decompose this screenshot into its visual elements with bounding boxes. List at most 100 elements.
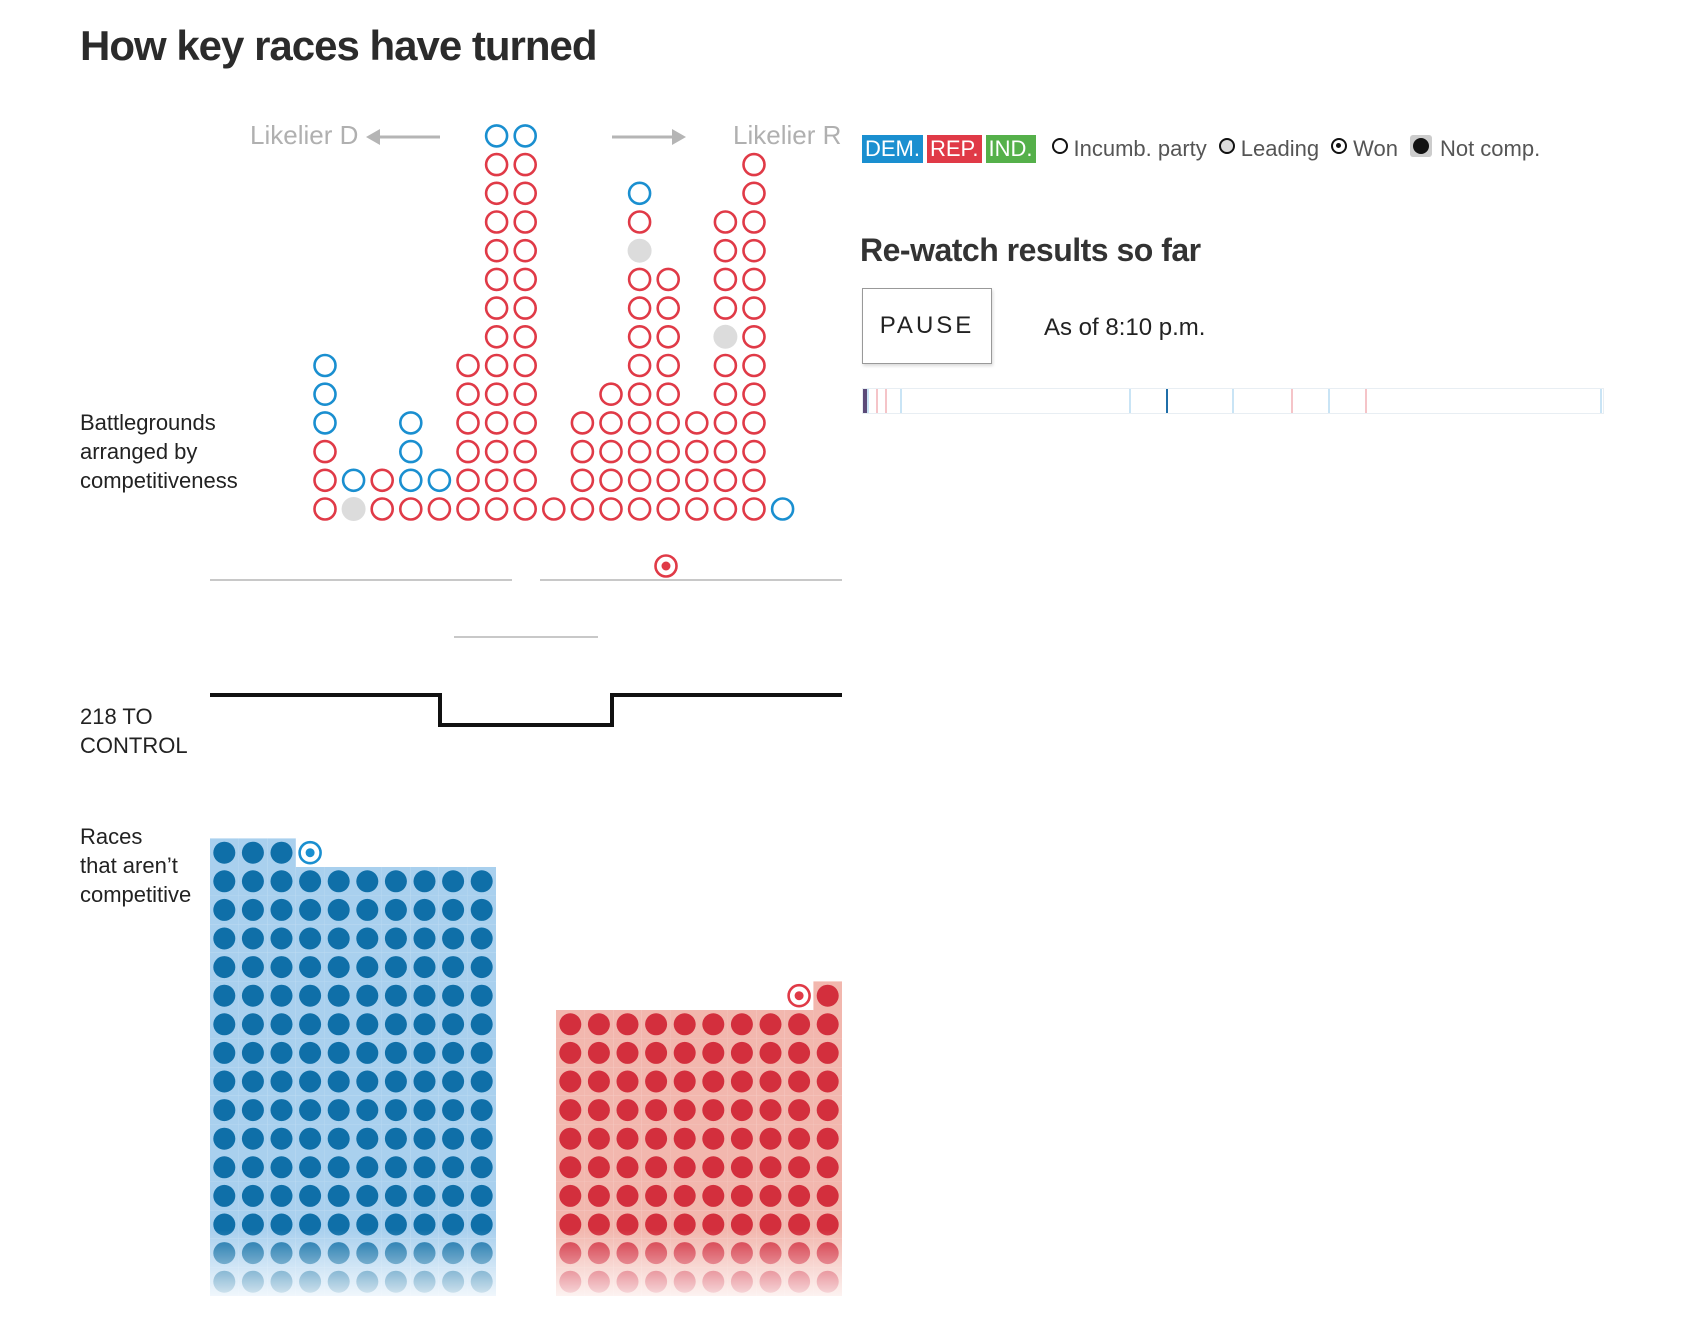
rep-race-dot[interactable] (313, 468, 337, 493)
rep-race-dot[interactable] (742, 497, 766, 521)
dem-race-dot[interactable] (398, 468, 423, 493)
rep-race-dot[interactable] (713, 439, 738, 464)
rep-race-dot[interactable] (627, 267, 652, 292)
rep-race-dot[interactable] (627, 324, 652, 349)
rep-race-dot[interactable] (484, 411, 509, 435)
dem-race-dot[interactable] (313, 411, 337, 435)
rep-race-dot[interactable] (484, 210, 509, 234)
rep-race-dot[interactable] (627, 210, 652, 234)
leading-race-dot[interactable] (627, 238, 652, 263)
rep-race-dot[interactable] (713, 411, 738, 435)
rep-race-dot[interactable] (513, 267, 538, 292)
rep-race-dot[interactable] (656, 468, 681, 493)
rep-race-dot[interactable] (627, 439, 652, 464)
rep-race-dot[interactable] (370, 497, 395, 521)
rep-race-dot[interactable] (313, 439, 337, 464)
rep-race-dot[interactable] (570, 497, 595, 521)
rep-race-dot[interactable] (513, 238, 538, 263)
dem-race-dot[interactable] (513, 124, 538, 148)
dem-race-dot[interactable] (398, 439, 423, 464)
rep-race-dot[interactable] (484, 238, 509, 263)
rep-race-dot[interactable] (456, 439, 480, 464)
rep-race-dot[interactable] (656, 439, 681, 464)
results-timeline-scrubber[interactable] (862, 388, 1604, 414)
rep-race-dot[interactable] (456, 353, 480, 378)
dem-race-dot[interactable] (484, 124, 509, 148)
rep-race-dot[interactable] (656, 324, 681, 349)
rep-race-dot[interactable] (684, 439, 709, 464)
dem-race-dot[interactable] (427, 468, 452, 493)
rep-race-dot[interactable] (742, 468, 766, 493)
rep-race-dot[interactable] (484, 296, 509, 320)
rep-race-dot[interactable] (742, 296, 766, 320)
rep-race-dot[interactable] (656, 267, 681, 292)
rep-race-dot[interactable] (742, 411, 766, 435)
rep-race-dot[interactable] (313, 497, 337, 521)
rep-race-dot[interactable] (599, 497, 623, 521)
rep-race-dot[interactable] (456, 411, 480, 435)
rep-race-dot[interactable] (742, 238, 766, 263)
rep-race-dot[interactable] (513, 181, 538, 206)
rep-race-dot[interactable] (684, 468, 709, 493)
rep-race-dot[interactable] (713, 210, 738, 234)
rep-race-dot[interactable] (713, 382, 738, 407)
rep-race-dot[interactable] (656, 382, 681, 407)
rep-race-dot[interactable] (656, 296, 681, 320)
rep-race-dot[interactable] (742, 181, 766, 206)
rep-race-dot[interactable] (484, 353, 509, 378)
leading-race-dot[interactable] (341, 497, 366, 521)
rep-race-dot[interactable] (599, 382, 623, 407)
pause-button[interactable]: PAUSE (862, 288, 992, 364)
rep-race-dot[interactable] (627, 353, 652, 378)
rep-race-dot[interactable] (513, 468, 538, 493)
dem-race-dot[interactable] (398, 411, 423, 435)
rep-race-dot[interactable] (713, 497, 738, 521)
rep-race-dot[interactable] (627, 468, 652, 493)
rep-race-dot[interactable] (656, 411, 681, 435)
rep-race-dot[interactable] (398, 497, 423, 521)
rep-race-dot[interactable] (713, 238, 738, 263)
rep-race-dot[interactable] (713, 296, 738, 320)
rep-race-dot[interactable] (599, 468, 623, 493)
dem-race-dot[interactable] (341, 468, 366, 493)
rep-race-dot[interactable] (456, 497, 480, 521)
rep-race-dot[interactable] (370, 468, 395, 493)
rep-race-dot[interactable] (599, 411, 623, 435)
dem-race-dot[interactable] (313, 382, 337, 407)
rep-race-dot[interactable] (484, 267, 509, 292)
rep-race-dot[interactable] (484, 382, 509, 407)
rep-race-dot[interactable] (742, 353, 766, 378)
rep-race-dot[interactable] (570, 411, 595, 435)
rep-race-dot[interactable] (742, 267, 766, 292)
rep-race-dot[interactable] (513, 382, 538, 407)
rep-race-dot[interactable] (742, 439, 766, 464)
leading-race-dot[interactable] (713, 324, 738, 349)
rep-race-dot[interactable] (742, 152, 766, 177)
rep-race-dot[interactable] (513, 152, 538, 177)
rep-race-dot[interactable] (627, 411, 652, 435)
rep-race-dot[interactable] (513, 324, 538, 349)
rep-race-dot[interactable] (627, 382, 652, 407)
rep-race-dot[interactable] (484, 439, 509, 464)
rep-race-dot[interactable] (656, 497, 681, 521)
rep-race-dot[interactable] (656, 353, 681, 378)
rep-race-dot[interactable] (484, 181, 509, 206)
rep-race-dot[interactable] (570, 468, 595, 493)
rep-race-dot[interactable] (513, 439, 538, 464)
rep-race-dot[interactable] (742, 382, 766, 407)
rep-race-dot[interactable] (427, 497, 452, 521)
rep-race-dot[interactable] (513, 353, 538, 378)
rep-race-dot[interactable] (713, 468, 738, 493)
rep-race-dot[interactable] (713, 353, 738, 378)
rep-race-dot[interactable] (513, 210, 538, 234)
rep-race-dot[interactable] (484, 468, 509, 493)
dem-race-dot[interactable] (770, 497, 795, 521)
rep-race-dot[interactable] (599, 439, 623, 464)
rep-race-dot[interactable] (684, 497, 709, 521)
rep-race-dot[interactable] (684, 411, 709, 435)
rep-race-dot[interactable] (513, 411, 538, 435)
rep-race-dot[interactable] (742, 210, 766, 234)
rep-race-dot[interactable] (570, 439, 595, 464)
rep-race-dot[interactable] (456, 468, 480, 493)
rep-race-dot[interactable] (484, 152, 509, 177)
